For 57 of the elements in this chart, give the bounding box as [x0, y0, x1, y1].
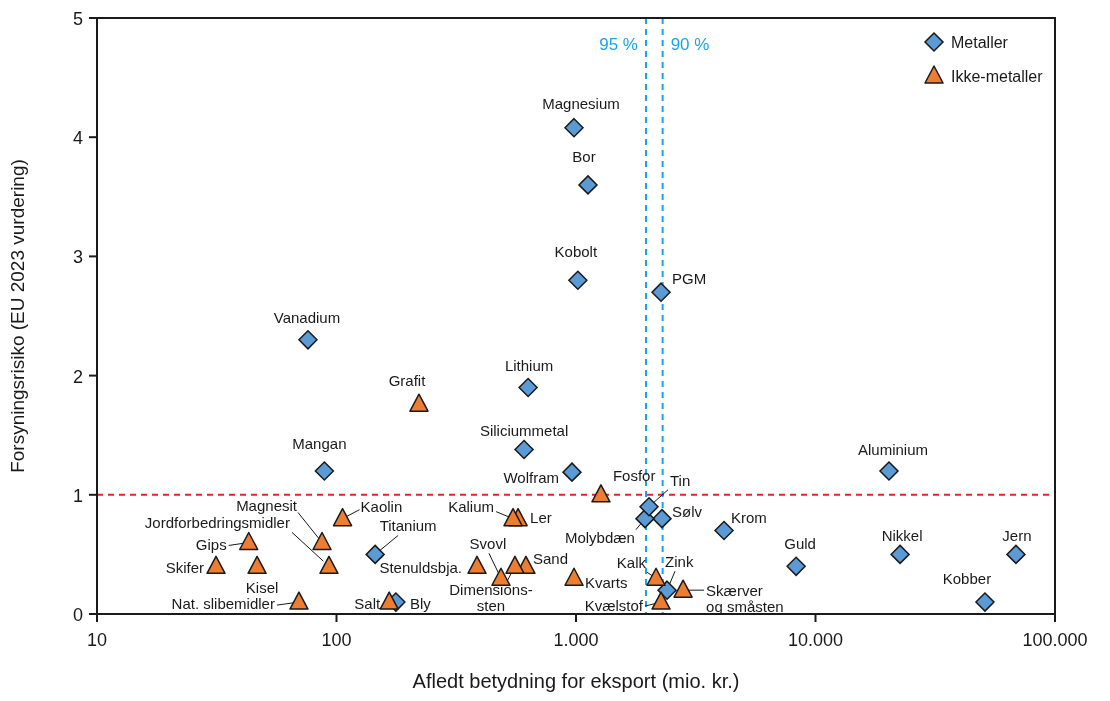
annotation: Nat. slibemidler: [171, 595, 275, 613]
annotation: Tin: [670, 471, 691, 489]
annotation: Kaolin: [360, 497, 403, 515]
annotation: Gips: [195, 536, 227, 554]
annotation: Salt: [354, 595, 382, 613]
annotation: Mangan: [292, 434, 347, 452]
legend-label: Metaller: [951, 34, 1009, 51]
annotation: 90 %: [670, 34, 710, 54]
x-tick-label: 100.000: [1022, 630, 1088, 650]
annotation: Stenuldsbja.: [379, 559, 462, 577]
annotation: Wolfram: [503, 469, 559, 487]
x-tick-label: 1.000: [553, 630, 599, 650]
x-axis-title: Afledt betydning for eksport (mio. kr.): [412, 670, 740, 692]
annotation: Titanium: [379, 517, 437, 535]
y-tick-label: 3: [72, 247, 83, 268]
x-tick-label: 10: [86, 630, 108, 650]
annotation: Magnesium: [542, 94, 620, 112]
x-tick-label: 10.000: [787, 630, 844, 650]
annotation: Lithium: [504, 356, 554, 374]
annotation: Bly: [409, 595, 432, 613]
annotation: Molybdæn: [564, 528, 635, 546]
annotation: Sølv: [672, 502, 703, 520]
y-tick-label: 1: [72, 485, 83, 506]
annotation: Sand: [532, 550, 568, 568]
annotation: Aluminium: [857, 440, 929, 458]
annotation: Jern: [1002, 527, 1032, 545]
annotation: Ler: [530, 508, 552, 526]
annotation: Magnesit: [236, 497, 298, 515]
y-tick-label: 5: [72, 9, 83, 29]
annotation: Nikkel: [881, 527, 923, 545]
annotation: Kalk: [616, 554, 647, 572]
annotation: Skifer: [165, 559, 205, 577]
annotation: Kvarts: [585, 574, 628, 592]
annotation: PGM: [672, 270, 707, 288]
annotation: Dimensions- sten: [449, 581, 533, 615]
annotation: Kobber: [942, 570, 992, 588]
annotation: Zink: [665, 553, 694, 571]
annotation: Kvælstof: [584, 597, 644, 615]
annotation: Grafit: [388, 372, 427, 390]
annotation: Fosfor: [612, 466, 656, 484]
annotation: Kobolt: [554, 243, 598, 261]
y-tick-label: 4: [72, 128, 83, 149]
y-tick-label: 0: [72, 605, 83, 625]
legend-label: Ikke-metaller: [951, 68, 1044, 85]
y-tick-label: 2: [72, 366, 83, 387]
annotation: Jordforbedringsmidler: [144, 514, 290, 532]
annotation: Bor: [572, 147, 596, 165]
annotation: Guld: [784, 535, 816, 553]
y-axis-title: Forsyningsrisiko (EU 2023 vurdering): [7, 159, 28, 473]
annotation: Svovl: [469, 535, 507, 553]
annotation: Vanadium: [273, 308, 341, 326]
annotation: Siliciummetal: [479, 421, 569, 439]
annotation: 95 %: [599, 34, 638, 54]
annotation: Krom: [731, 508, 767, 526]
annotation: Kisel: [245, 579, 279, 597]
annotation: Kalium: [448, 497, 495, 515]
x-tick-label: 100: [321, 630, 352, 650]
